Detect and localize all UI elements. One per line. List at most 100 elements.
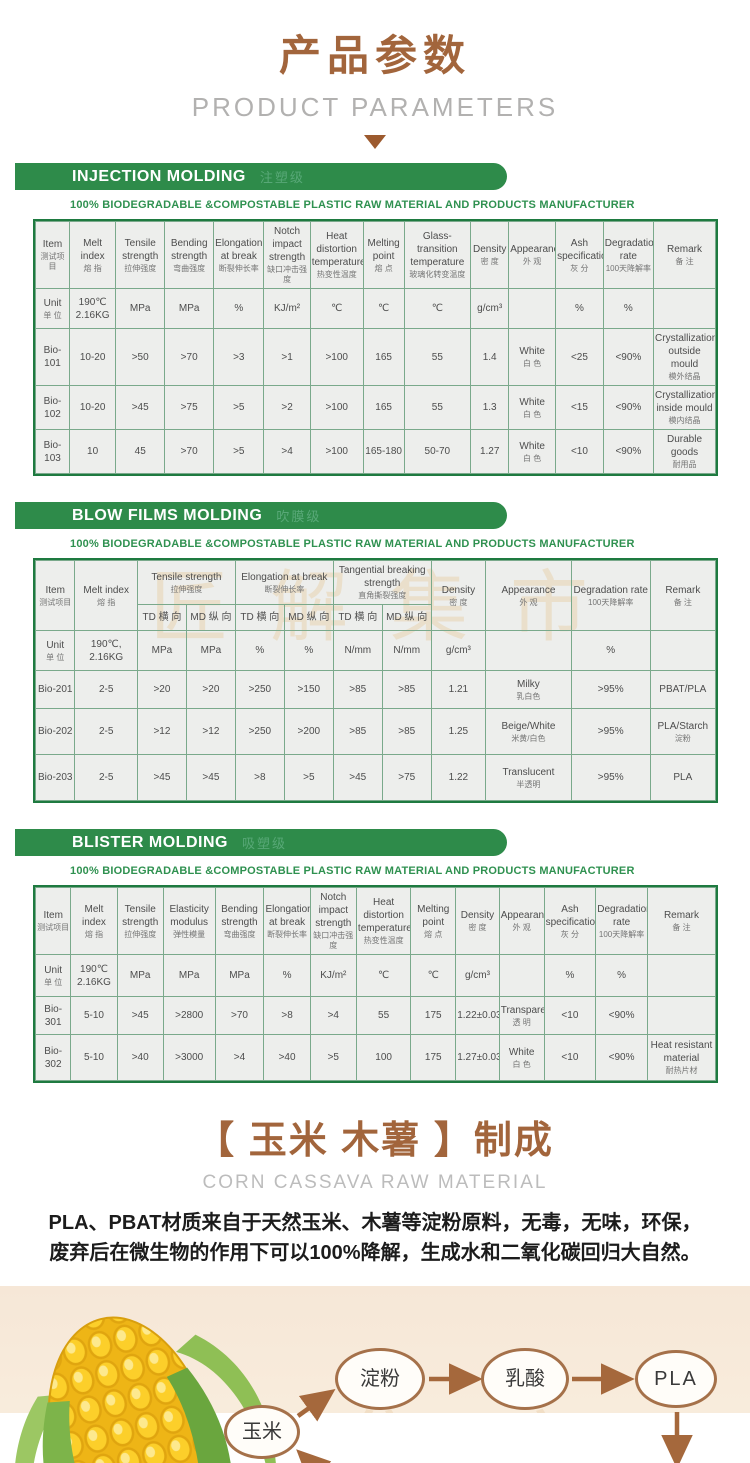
- table-cell: 175: [410, 996, 457, 1035]
- table-cell: 55: [403, 385, 472, 430]
- banner-title-cn: 吸塑级: [241, 836, 287, 851]
- table-cell: Bio-202: [34, 708, 76, 755]
- table-cell: Melt index 熔 指: [74, 560, 138, 631]
- table-cell: <90%: [595, 1034, 648, 1081]
- table-row: Unit 单 位 190℃ 2.16KG MPa MPa% KJ/m² ℃ ℃ ℃ g/cm³%%: [35, 288, 716, 329]
- table-row: Bio-102 10-20 >45 >75 >5 >2 >100 165 55 1.3 White 白…: [35, 385, 716, 430]
- flow-node-corn: 玉米: [224, 1405, 300, 1459]
- table-cell: 55: [403, 328, 472, 386]
- table-cell: >2800: [162, 996, 216, 1035]
- table-cell: <90%: [602, 385, 655, 430]
- blister-molding-table-wrapper: Item 测试项目 Melt index 熔 指 Tensile strength 拉伸强…: [33, 885, 718, 1083]
- material-paragraph: PLA、PBAT材质来自于天然玉米、木薯等淀粉原料，无毒，无味，环保， 废弃后在…: [0, 1208, 750, 1268]
- table-cell: >85: [332, 670, 383, 709]
- table-cell: Bending strength 弯曲强度: [214, 887, 265, 955]
- table-row: Bio-201 2-5 >20 >20 >250 >150 >85 >85 1.21 Milky 乳…: [34, 670, 717, 709]
- table-cell: Notch impact strength 缺口冲击强度: [309, 887, 357, 955]
- table-cell: Elongation at break 断裂伸长率: [213, 221, 265, 289]
- table-cell: 1.22±0.03: [455, 996, 500, 1035]
- table-cell: Density 密 度: [455, 887, 500, 955]
- flow-node-label: PLA: [654, 1367, 698, 1390]
- table-cell: Elongation at break 断裂伸长率: [263, 887, 311, 955]
- table-cell: <10: [543, 996, 597, 1035]
- table-cell: [653, 288, 716, 329]
- material-paragraph-line2: 废弃后在微生物的作用下可以100%降解，生成水和二氧化碳回归大自然。: [49, 1242, 701, 1264]
- table-cell: MD 纵 向: [283, 604, 334, 631]
- table-cell: [508, 288, 557, 329]
- table-cell: >5: [309, 1034, 357, 1081]
- table-cell: >95%: [570, 670, 651, 709]
- table-cell: PBAT/PLA: [649, 670, 717, 709]
- table-cell: >45: [115, 385, 166, 430]
- page-title: 产品参数: [278, 32, 471, 79]
- table-cell: 2-5: [74, 708, 138, 755]
- material-title: 【 玉米 木薯 】制成: [196, 1120, 554, 1162]
- table-cell: Remark 备 注: [646, 887, 717, 955]
- table-cell: >85: [332, 708, 383, 755]
- injection-molding-table: Item 测试项目 Melt index 熔 指 Tensile strength 拉伸强…: [35, 221, 716, 474]
- table-cell: >4: [263, 429, 311, 474]
- table-cell: >95%: [570, 754, 651, 801]
- table-cell: >12: [136, 708, 187, 755]
- table-cell: Glass-transition temperature 玻璃化转变温度: [403, 221, 472, 289]
- table-cell: >4: [214, 1034, 265, 1081]
- table-cell: Item 测试项目: [35, 221, 70, 289]
- table-cell: Bio-201: [34, 670, 76, 709]
- table-cell: >100: [309, 429, 364, 474]
- table-cell: >20: [136, 670, 187, 709]
- banner-title-en: INJECTION MOLDING: [72, 167, 246, 185]
- table-row: TD 横 向 MD 纵 向 TD 横 向 MD 纵 向 TD 横 向 MD 纵 向: [36, 604, 716, 631]
- table-cell: Translucent 半透明: [485, 754, 572, 801]
- table-cell: >100: [309, 328, 364, 386]
- table-cell: Melt index 熔 指: [68, 221, 117, 289]
- table-cell: 190℃ 2.16KG: [70, 954, 118, 997]
- table-cell: Tangential breaking strength 直角撕裂强度: [332, 560, 432, 605]
- table-row: Unit 单 位 190℃ 2.16KG MPa MPa MPa% KJ/m² ℃ ℃ g/cm³…: [34, 954, 717, 997]
- table-cell: Tensile strength 拉伸强度: [115, 221, 166, 289]
- blow-films-table-wrapper: Item 测试项目 Melt index 熔 指 Tensile strength 拉伸强…: [33, 558, 718, 803]
- section-injection-molding: INJECTION MOLDING 注塑级 100% BIODEGRADABLE…: [0, 163, 750, 476]
- table-cell: >45: [185, 754, 236, 801]
- table-cell: Beige/White 米黄/白色: [485, 708, 572, 755]
- section-banner: BLISTER MOLDING 吸塑级: [15, 829, 507, 856]
- table-cell: Milky 乳白色: [485, 670, 572, 709]
- table-cell: Bio-101: [35, 328, 70, 386]
- table-cell: ℃: [355, 954, 412, 997]
- table-cell: g/cm³: [455, 954, 500, 997]
- table-cell: >40: [263, 1034, 311, 1081]
- table-cell: Bio-301: [34, 996, 72, 1035]
- table-cell: >250: [234, 708, 285, 755]
- table-cell: ℃: [410, 954, 457, 997]
- section-subtitle: 100% BIODEGRADABLE &COMPOSTABLE PLASTIC …: [70, 865, 635, 877]
- table-cell: Bio-203: [34, 754, 76, 801]
- injection-molding-table-wrapper: Item 测试项目 Melt index 熔 指 Tensile strength 拉伸强…: [33, 219, 718, 476]
- table-cell: Bending strength 弯曲强度: [164, 221, 215, 289]
- table-cell: Elongation at break 断裂伸长率: [234, 560, 334, 605]
- table-cell: >100: [309, 385, 364, 430]
- table-cell: Melt index 熔 指: [70, 887, 118, 955]
- table-cell: PLA: [649, 754, 717, 801]
- table-cell: ℃: [403, 288, 472, 329]
- table-cell: Density 密 度: [430, 560, 487, 631]
- blow-films-molding-table: Item 测试项目 Melt index 熔 指 Tensile strength 拉伸强…: [34, 560, 717, 801]
- table-cell: 165-180: [362, 429, 405, 474]
- table-cell: [646, 954, 717, 997]
- table-cell: <90%: [602, 429, 655, 474]
- table-cell: %: [602, 288, 655, 329]
- table-cell: 1.27±0.03: [455, 1034, 500, 1081]
- table-cell: g/cm³: [470, 288, 510, 329]
- table-cell: >85: [381, 708, 432, 755]
- material-paragraph-line1: PLA、PBAT材质来自于天然玉米、木薯等淀粉原料，无毒，无味，环保，: [48, 1212, 702, 1234]
- section-blister-molding: BLISTER MOLDING 吸塑级 100% BIODEGRADABLE &…: [0, 829, 750, 1083]
- banner-title-cn: 吹膜级: [276, 509, 322, 524]
- table-cell: TD 横 向: [136, 604, 187, 631]
- table-cell: %: [595, 954, 648, 997]
- table-cell: %: [543, 954, 597, 997]
- table-cell: >150: [283, 670, 334, 709]
- table-cell: MPa: [185, 630, 236, 671]
- table-cell: 1.25: [430, 708, 487, 755]
- table-cell: >70: [164, 429, 215, 474]
